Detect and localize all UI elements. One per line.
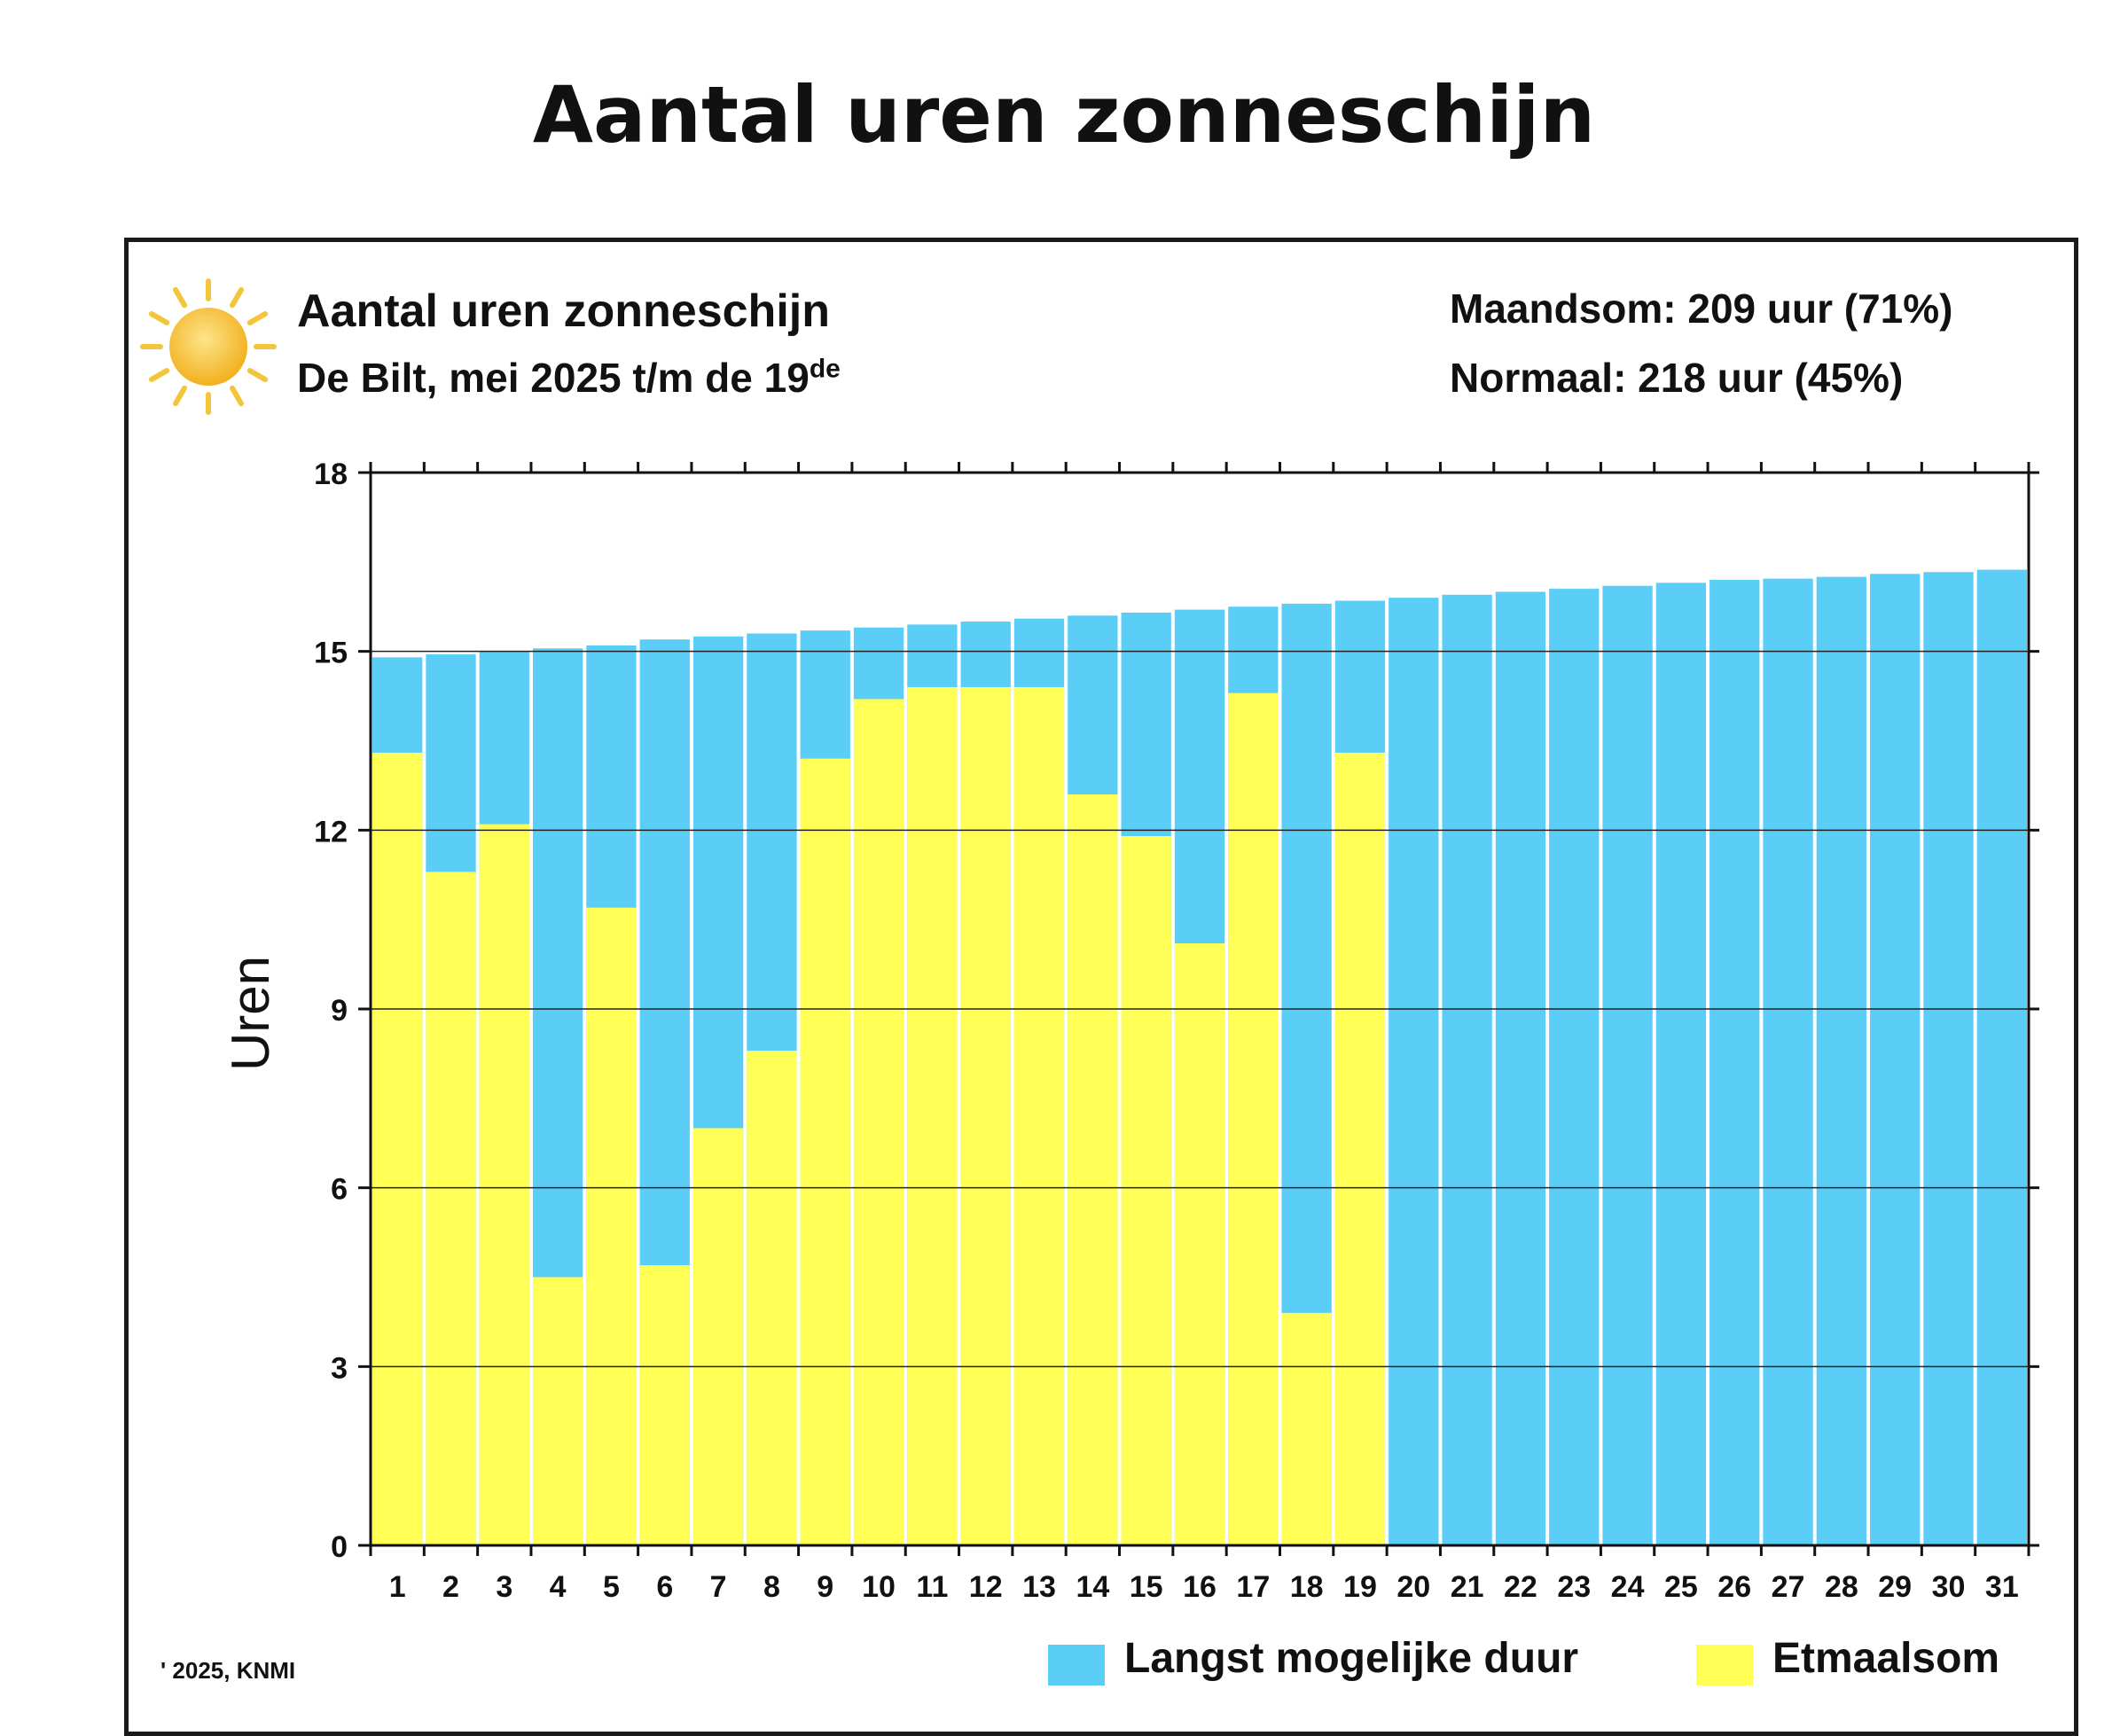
x-tick-label: 23 [1557, 1570, 1591, 1604]
bar-sum [960, 687, 1011, 1545]
bar-sum [800, 758, 850, 1545]
bar-long [1976, 569, 2027, 1545]
bar-sum [1121, 836, 1171, 1545]
x-tick-label: 26 [1717, 1570, 1751, 1604]
y-tick-label: 6 [331, 1173, 348, 1207]
x-tick-label: 4 [550, 1570, 567, 1604]
sun-ray [230, 286, 244, 309]
x-tick-label: 14 [1076, 1570, 1109, 1604]
page-title: Aantal uren zonneschijn [532, 69, 1596, 160]
y-tick-label: 9 [331, 994, 348, 1028]
y-tick-label: 18 [314, 457, 348, 491]
bar-long [1816, 576, 1867, 1545]
x-tick-label: 15 [1130, 1570, 1163, 1604]
bar-long [1709, 580, 1760, 1545]
sun-ray [173, 286, 187, 309]
x-tick-label: 6 [656, 1570, 673, 1604]
x-tick-label: 30 [1932, 1570, 1966, 1604]
bar-sum [692, 1128, 744, 1545]
chart-subtitle-text: De Bilt, mei 2025 t/m de 19 [297, 355, 810, 401]
x-tick-label: 22 [1504, 1570, 1537, 1604]
sun-ray [148, 368, 170, 382]
x-tick-label: 1 [389, 1570, 406, 1604]
bar-long [1442, 594, 1492, 1545]
bar-sum [372, 752, 423, 1545]
y-tick-label: 0 [331, 1530, 348, 1564]
y-tick-label: 12 [314, 815, 348, 848]
x-tick-label: 27 [1772, 1570, 1805, 1604]
y-axis-label: Uren [221, 956, 280, 1071]
x-tick-label: 29 [1878, 1570, 1912, 1604]
copyright-text: ' 2025, KNMI [160, 1657, 296, 1684]
bar-long [1870, 574, 1921, 1545]
bar-long [1549, 589, 1600, 1545]
bar-sum [1174, 943, 1225, 1545]
bar-long [1495, 591, 1546, 1545]
month-sum-text: Maandsom: 209 uur (71%) [1450, 285, 1953, 332]
sun-ray [246, 368, 269, 382]
chart-frame: Aantal uren zonneschijn De Bilt, mei 202… [124, 238, 2078, 1736]
x-tick-label: 21 [1451, 1570, 1484, 1604]
x-tick-label: 12 [969, 1570, 1003, 1604]
x-tick-label: 2 [442, 1570, 459, 1604]
bar-sum [532, 1277, 583, 1545]
x-tick-label: 18 [1290, 1570, 1324, 1604]
bar-sum [426, 872, 476, 1545]
sun-disc [169, 308, 247, 386]
bar-sum [1013, 687, 1065, 1545]
x-tick-label: 31 [1985, 1570, 2019, 1604]
bar-sum [907, 687, 958, 1545]
bar-sum [1334, 752, 1386, 1545]
x-tick-label: 13 [1022, 1570, 1056, 1604]
chart-subtitle: De Bilt, mei 2025 t/m de 19de [297, 354, 841, 402]
bar-sum [479, 824, 529, 1545]
x-tick-label: 24 [1611, 1570, 1645, 1604]
y-tick-label: 3 [331, 1351, 348, 1385]
x-tick-label: 20 [1396, 1570, 1430, 1604]
bar-long [1763, 578, 1813, 1545]
bar-sum [1281, 1312, 1332, 1545]
x-tick-label: 19 [1343, 1570, 1377, 1604]
sun-icon [140, 278, 277, 415]
x-tick-label: 9 [817, 1570, 833, 1604]
x-tick-label: 3 [496, 1570, 512, 1604]
x-tick-label: 5 [603, 1570, 620, 1604]
bar-sum [1068, 794, 1118, 1545]
sun-ray [230, 385, 244, 407]
x-tick-label: 28 [1825, 1570, 1858, 1604]
bar-long [1602, 585, 1653, 1546]
x-tick-label: 25 [1664, 1570, 1698, 1604]
bar-long [1655, 583, 1707, 1545]
normal-text: Normaal: 218 uur (45%) [1450, 355, 1904, 401]
legend-swatch-long [1048, 1645, 1105, 1685]
bar-sum [853, 699, 904, 1545]
legend-label-sum: Etmaalsom [1772, 1635, 2000, 1682]
sun-rays [140, 278, 277, 415]
bar-sum [639, 1265, 690, 1545]
x-tick-label: 16 [1183, 1570, 1217, 1604]
sun-ray [246, 311, 269, 325]
x-tick-label: 11 [916, 1570, 948, 1604]
bar-sum [586, 907, 637, 1545]
bar-long [1923, 572, 1974, 1545]
bar-sum [747, 1051, 797, 1545]
x-tick-label: 17 [1236, 1570, 1270, 1604]
chart-subtitle-sup: de [809, 354, 841, 384]
sun-ray [148, 311, 170, 325]
legend-label-long: Langst mogelijke duur [1124, 1635, 1579, 1682]
chart-title: Aantal uren zonneschijn [297, 285, 830, 337]
sun-ray [173, 385, 187, 407]
legend-swatch-sum [1696, 1645, 1753, 1685]
bar-sum [1228, 692, 1279, 1545]
x-tick-label: 8 [763, 1570, 780, 1604]
bar-long [1389, 598, 1439, 1545]
x-tick-label: 7 [710, 1570, 727, 1604]
x-tick-label: 10 [862, 1570, 896, 1604]
y-tick-label: 15 [314, 637, 348, 670]
